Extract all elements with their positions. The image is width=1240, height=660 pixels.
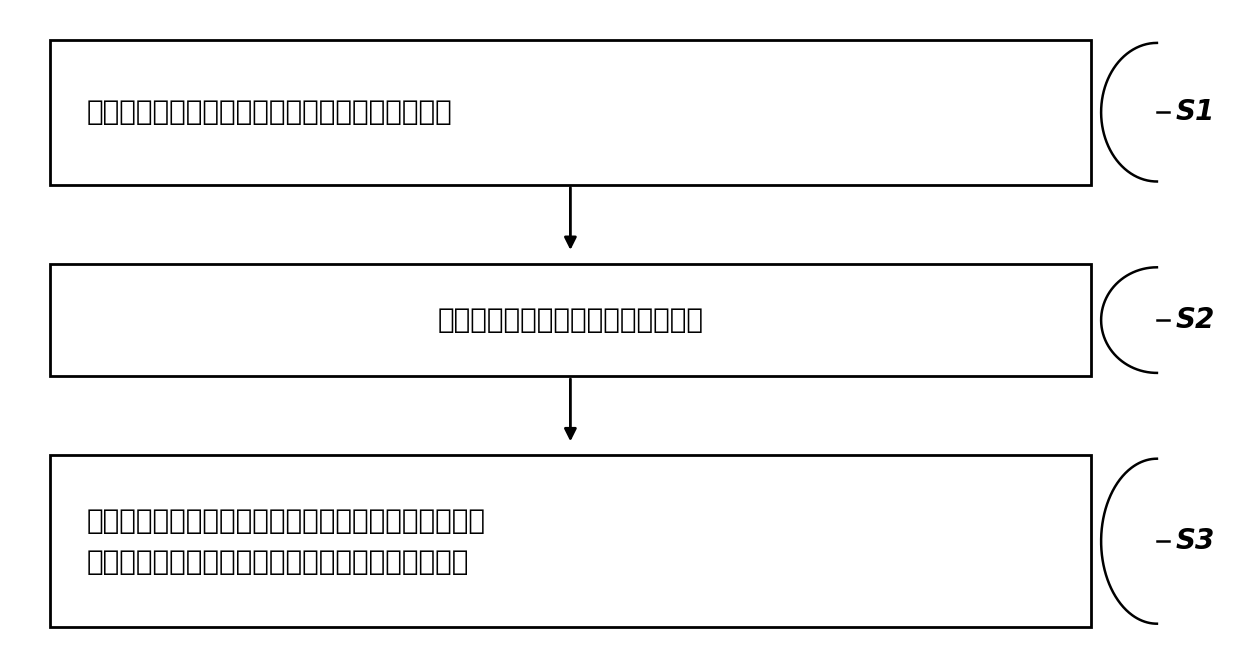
Text: S3: S3	[1176, 527, 1215, 555]
Text: S2: S2	[1176, 306, 1215, 334]
FancyBboxPatch shape	[50, 40, 1091, 185]
Text: 在靶向辅助吸持针的辅助支撑下，控制压电超声显微注
射针的压电显微注射参数对卵母细胞的进行显微注射: 在靶向辅助吸持针的辅助支撑下，控制压电超声显微注 射针的压电显微注射参数对卵母细…	[87, 507, 486, 576]
FancyBboxPatch shape	[50, 455, 1091, 627]
FancyBboxPatch shape	[50, 264, 1091, 376]
Text: 利用毛细效应平衡压模型测量卵母细胞的弹性模量: 利用毛细效应平衡压模型测量卵母细胞的弹性模量	[87, 98, 453, 126]
Text: 根据弹性模量计算压电显微注射参数: 根据弹性模量计算压电显微注射参数	[438, 306, 703, 334]
Text: S1: S1	[1176, 98, 1215, 126]
